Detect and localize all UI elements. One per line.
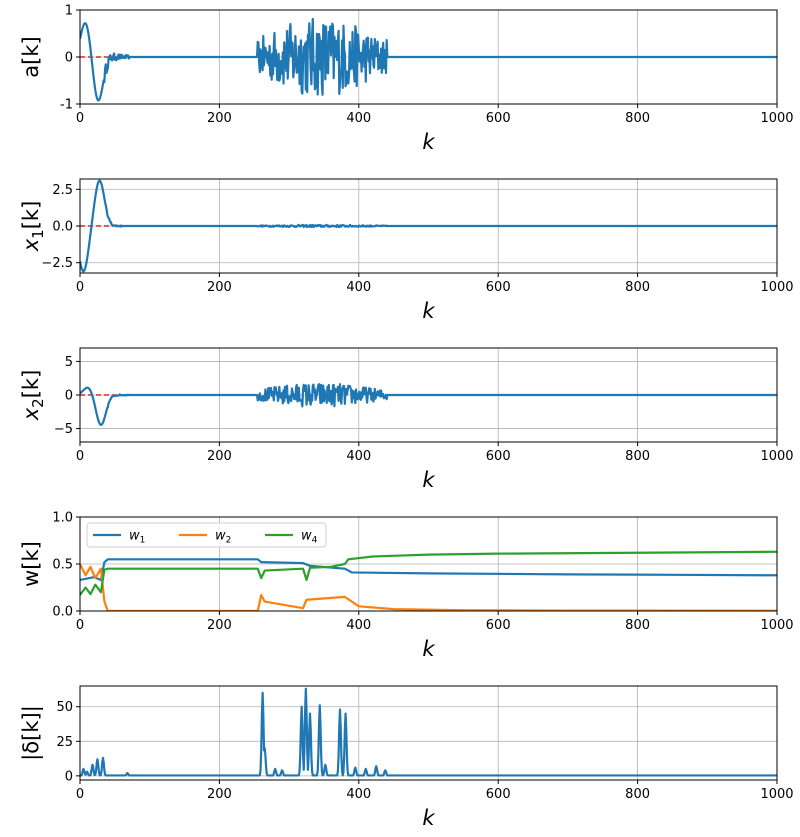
x-tick-label: 0 — [76, 280, 84, 295]
y-tick-label: −5 — [54, 422, 73, 437]
legend-label-w1: w1 — [129, 529, 145, 546]
y-tick-label: 5 — [65, 355, 73, 370]
series-line-w4 — [80, 550, 777, 596]
y-tick-label: 1 — [65, 4, 73, 19]
x-tick-label: 600 — [486, 111, 511, 126]
x-tick-label: 1000 — [760, 111, 793, 126]
x-tick-label: 600 — [486, 787, 511, 802]
legend-label-w4: w4 — [301, 529, 318, 546]
x-tick-label: 600 — [486, 618, 511, 633]
plot-area — [80, 383, 777, 427]
y-tick-label: 0.5 — [52, 558, 73, 573]
y-axis-label: w[k] — [19, 541, 43, 587]
y-axis-label: x1[k] — [19, 201, 47, 253]
x-tick-label: 1000 — [760, 449, 793, 464]
panel-5: 0 200 400 600 800 1000 0 25 50 k |δ[k]| — [19, 685, 794, 830]
x-tick-label: 1000 — [760, 280, 793, 295]
x-tick-label: 200 — [207, 280, 232, 295]
y-tick-label: 25 — [56, 735, 73, 750]
x-tick-label: 800 — [625, 787, 650, 802]
panel-4: 0 200 400 600 800 1000 0.0 0.5 1.0 k w[k] w1 w2 w4 — [19, 511, 794, 662]
x-tick-label: 800 — [625, 618, 650, 633]
x-axis-label: k — [422, 637, 435, 661]
plot-area — [80, 687, 777, 777]
plot-area — [80, 17, 777, 102]
legend-label-w2: w2 — [215, 529, 231, 546]
y-tick-label: 0 — [65, 389, 73, 404]
panel-2: 0 200 400 600 800 1000 −2.5 0.0 2.5 k x1[k] — [19, 178, 794, 323]
axes-frame — [79, 685, 778, 781]
x-tick-label: 1000 — [760, 618, 793, 633]
x-tick-label: 800 — [625, 111, 650, 126]
y-tick-label: 50 — [56, 700, 73, 715]
x-tick-label: 400 — [346, 111, 371, 126]
x-axis-label: k — [422, 130, 435, 154]
y-tick-label: 0 — [65, 51, 73, 66]
plot-area — [80, 550, 777, 611]
x-axis-label: k — [422, 468, 435, 492]
x-tick-label: 600 — [486, 280, 511, 295]
y-tick-label: 0 — [65, 769, 73, 784]
x-tick-label: 800 — [625, 280, 650, 295]
x-axis-label: k — [422, 806, 435, 830]
x-tick-label: 400 — [346, 449, 371, 464]
legend: w1 w2 w4 — [86, 522, 327, 548]
x-axis-label: k — [422, 299, 435, 323]
x-tick-label: 400 — [346, 280, 371, 295]
plot-area — [80, 179, 777, 273]
y-tick-label: 1.0 — [52, 511, 73, 526]
y-tick-label: -1 — [60, 98, 73, 113]
x-tick-label: 400 — [346, 787, 371, 802]
series-line-delta — [80, 687, 777, 777]
x-tick-label: 1000 — [760, 787, 793, 802]
series-line-a — [80, 17, 777, 102]
x-tick-label: 0 — [76, 111, 84, 126]
x-tick-label: 800 — [625, 449, 650, 464]
x-tick-label: 400 — [346, 618, 371, 633]
series-line-x1 — [80, 179, 777, 273]
x-tick-label: 0 — [76, 787, 84, 802]
y-axis-label: a[k] — [19, 36, 43, 77]
y-axis-label: x2[k] — [19, 370, 47, 422]
y-tick-label: 2.5 — [52, 183, 73, 198]
series-line-w2 — [80, 563, 777, 611]
x-tick-label: 200 — [207, 618, 232, 633]
x-tick-label: 200 — [207, 449, 232, 464]
x-tick-label: 200 — [207, 111, 232, 126]
x-tick-label: 0 — [76, 618, 84, 633]
x-tick-label: 600 — [486, 449, 511, 464]
series-line-x2 — [80, 383, 777, 427]
y-tick-label: 0.0 — [52, 220, 73, 235]
y-tick-label: 0.0 — [52, 605, 73, 620]
y-tick-label: −2.5 — [41, 256, 73, 271]
y-axis-label: |δ[k]| — [19, 705, 44, 761]
x-tick-label: 0 — [76, 449, 84, 464]
x-tick-label: 200 — [207, 787, 232, 802]
